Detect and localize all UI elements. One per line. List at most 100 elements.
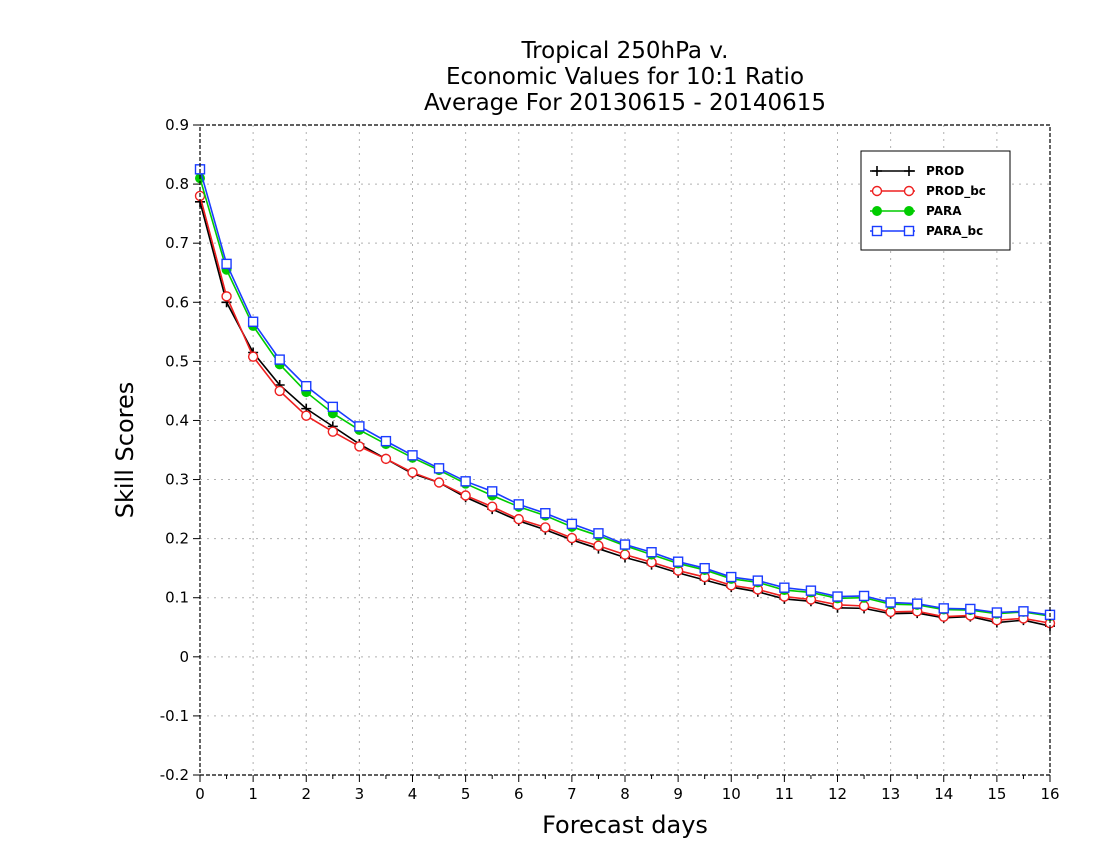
legend-marker [904, 166, 914, 176]
data-point [672, 556, 684, 567]
data-point [805, 585, 817, 596]
data-point [486, 501, 498, 512]
legend-label: PARA [926, 204, 962, 218]
data-point [460, 476, 471, 487]
chart-title: Tropical 250hPa v. Economic Values for 1… [424, 38, 826, 116]
y-tick-label: 0.1 [165, 589, 189, 607]
series-lines [194, 164, 1056, 632]
series-para-bc [194, 164, 1056, 621]
data-point [274, 354, 285, 365]
data-point [938, 603, 949, 614]
legend-label: PROD [926, 164, 964, 178]
legend-label: PARA_bc [926, 224, 983, 239]
data-point [433, 463, 445, 474]
data-point [540, 522, 551, 533]
data-point [832, 591, 843, 602]
x-tick-label: 7 [567, 785, 577, 803]
x-tick-label: 1 [248, 785, 258, 803]
data-point [965, 603, 976, 615]
y-tick-label: 0.4 [165, 411, 189, 429]
y-tick-label: 0.6 [165, 293, 189, 311]
data-point [699, 562, 710, 574]
legend-item: PARA_bc [870, 224, 983, 239]
legend-marker [871, 225, 883, 237]
x-tick-label: 4 [408, 785, 418, 803]
data-point [593, 540, 604, 551]
y-tick-label: 0.8 [165, 175, 189, 193]
data-point [566, 518, 578, 530]
data-point [513, 513, 524, 525]
series-prod-bc [194, 190, 1056, 629]
x-tick-label: 8 [620, 785, 630, 803]
x-tick-label: 5 [461, 785, 471, 803]
data-point [460, 490, 471, 501]
y-tick-label: 0 [179, 648, 189, 666]
data-point [433, 477, 445, 488]
data-point [619, 539, 631, 550]
data-point [566, 532, 578, 544]
grid [200, 125, 1050, 775]
legend-marker [872, 206, 882, 216]
data-point [779, 582, 790, 593]
data-point [1018, 606, 1029, 617]
x-tick-label: 16 [1040, 785, 1059, 803]
legend-item: PARA [870, 204, 962, 218]
data-point [540, 508, 551, 519]
data-point [991, 607, 1003, 618]
data-point [885, 597, 896, 608]
data-point [247, 351, 259, 362]
legend-item: PROD [870, 164, 964, 178]
x-tick-label: 6 [514, 785, 524, 803]
y-tick-label: 0.3 [165, 471, 189, 489]
legend-marker [903, 225, 915, 237]
x-tick-label: 12 [828, 785, 847, 803]
title-line-1: Tropical 250hPa v. [521, 38, 729, 64]
axes: 0 1 2 3 4 5 6 7 8 9 10 11 12 13 14 15 16-0.2-0.100.10.20… [160, 116, 1060, 803]
data-point [726, 571, 737, 583]
data-point [327, 426, 339, 437]
x-tick-label: 13 [881, 785, 900, 803]
data-point [274, 385, 285, 397]
y-tick-label: 0.5 [165, 352, 189, 370]
y-tick-label: 0.7 [165, 234, 189, 252]
data-point [486, 486, 498, 497]
data-point [858, 600, 870, 612]
data-point [380, 435, 392, 447]
x-axis-label: Forecast days [542, 811, 708, 839]
legend-marker [872, 166, 882, 176]
data-point [407, 450, 418, 461]
x-tick-label: 10 [722, 785, 741, 803]
data-point [354, 421, 365, 432]
data-point [858, 590, 870, 602]
y-tick-label: 0.2 [165, 530, 189, 548]
data-point [301, 410, 312, 421]
data-point [301, 380, 312, 392]
data-point [752, 575, 764, 586]
legend-item: PROD_bc [870, 184, 986, 199]
legend-marker [871, 185, 883, 197]
x-tick-label: 11 [775, 785, 794, 803]
y-axis-label: Skill Scores [111, 382, 139, 519]
data-point [619, 549, 631, 560]
x-tick-label: 0 [195, 785, 205, 803]
data-point [593, 528, 604, 539]
title-line-3: Average For 20130615 - 20140615 [424, 90, 826, 116]
data-point [407, 467, 418, 478]
x-tick-label: 9 [673, 785, 683, 803]
data-point [911, 598, 923, 609]
data-point [380, 453, 392, 465]
data-point [247, 316, 259, 327]
data-point [221, 258, 232, 270]
x-tick-label: 14 [934, 785, 953, 803]
y-tick-label: -0.2 [160, 766, 189, 784]
legend-marker [903, 185, 915, 197]
title-line-2: Economic Values for 10:1 Ratio [446, 64, 804, 90]
x-tick-label: 2 [301, 785, 311, 803]
legend-label: PROD_bc [926, 184, 986, 199]
data-point [646, 547, 657, 558]
y-tick-label: -0.1 [160, 707, 189, 725]
y-tick-label: 0.9 [165, 116, 189, 134]
data-point [327, 401, 339, 413]
x-tick-label: 15 [987, 785, 1006, 803]
